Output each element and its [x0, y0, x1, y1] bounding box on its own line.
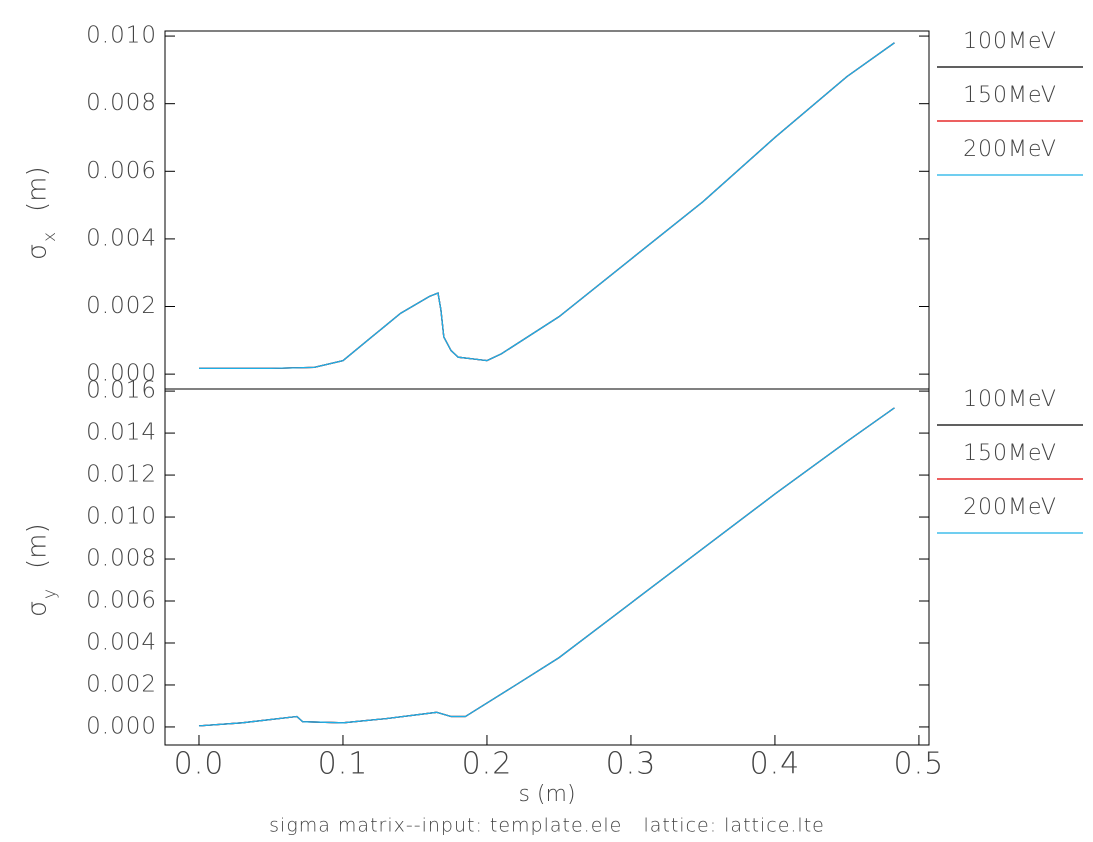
x-axis-label: s (m)	[518, 782, 575, 807]
y-tick-label: 0.012	[86, 462, 157, 488]
data-line	[199, 42, 895, 370]
y-axis-label-symbol: σ	[23, 601, 53, 617]
y-tick-label: 0.006	[86, 158, 157, 184]
data-line	[199, 42, 895, 370]
y-tick-label: 0.002	[86, 671, 157, 697]
x-tick-label: 0.2	[462, 747, 513, 782]
legend-label: 200MeV	[963, 495, 1057, 520]
data-line	[198, 407, 895, 727]
y-tick-label: 0.004	[86, 629, 157, 655]
legend-label: 150MeV	[963, 83, 1057, 108]
y-tick-label: 0.008	[86, 546, 157, 572]
data-line	[199, 42, 895, 370]
legend-label: 100MeV	[963, 29, 1057, 54]
y-axis-label-unit: (m)	[23, 523, 53, 569]
y-axis-label-sub: y	[40, 589, 60, 599]
legend-label: 100MeV	[963, 387, 1057, 412]
data-line	[198, 407, 895, 727]
y-axis-label: σx (m)	[23, 166, 61, 260]
y-tick-label: 0.002	[86, 293, 157, 319]
y-axis-label-symbol: σ	[23, 244, 53, 260]
y-tick-label: 0.008	[86, 90, 157, 116]
y-tick-label: 0.004	[86, 225, 157, 251]
x-tick-label: 0.4	[750, 747, 801, 782]
y-tick-label: 0.016	[86, 378, 157, 404]
y-axis-label-sub: x	[40, 232, 60, 242]
x-tick-label: 0.3	[606, 747, 657, 782]
caption: sigma matrix--input: template.ele lattic…	[269, 815, 825, 837]
x-tick-label: 0.5	[894, 747, 945, 782]
y-tick-label: 0.000	[86, 361, 157, 387]
x-tick-label: 0.0	[174, 747, 225, 782]
data-line	[198, 407, 895, 727]
x-tick-label: 0.1	[318, 747, 369, 782]
y-axis-label: σy (m)	[23, 523, 61, 617]
legend-label: 150MeV	[963, 441, 1057, 466]
plot-frame	[164, 388, 930, 746]
legend-label: 200MeV	[963, 137, 1057, 162]
plot-frame	[164, 30, 930, 390]
y-tick-label: 0.000	[86, 713, 157, 739]
y-tick-label: 0.010	[86, 23, 157, 49]
y-tick-label: 0.014	[86, 420, 157, 446]
y-tick-label: 0.006	[86, 588, 157, 614]
y-tick-label: 0.010	[86, 504, 157, 530]
y-axis-label-unit: (m)	[23, 166, 53, 212]
